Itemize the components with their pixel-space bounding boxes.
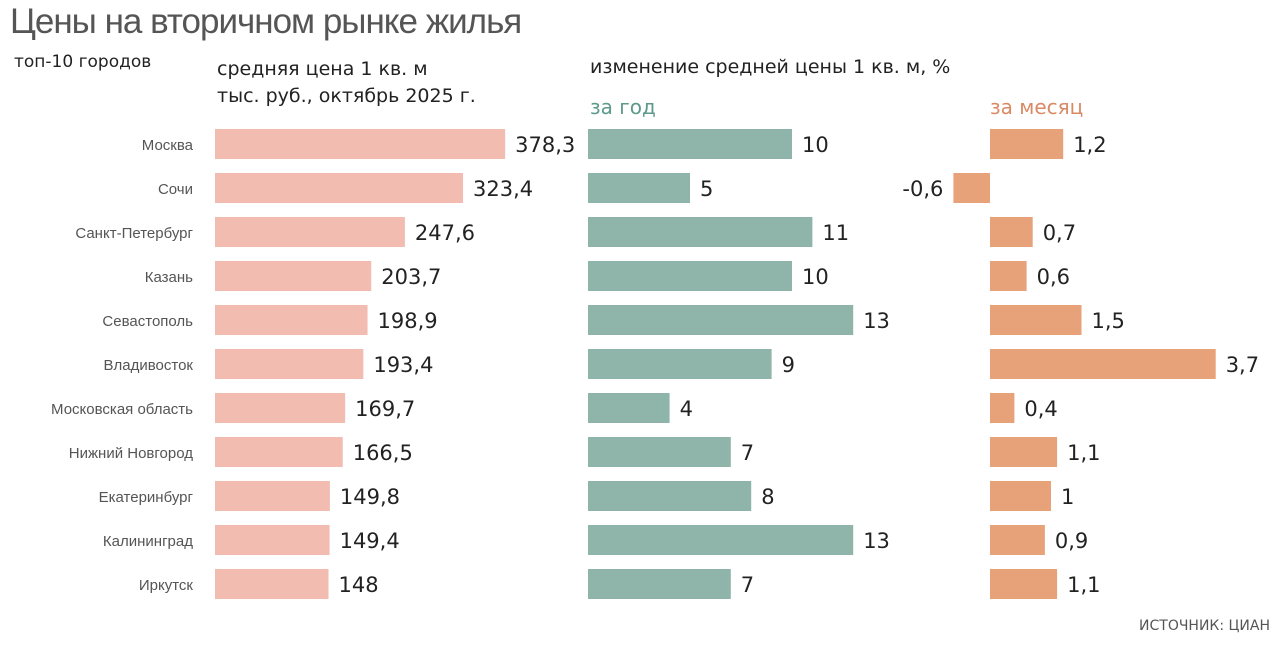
data-label: 1,2	[1073, 133, 1106, 157]
chart-title: Цены на вторичном рынке жилья	[10, 2, 522, 41]
bar	[990, 569, 1058, 599]
change-header: изменение средней цены 1 кв. м, %	[590, 56, 951, 78]
category-label: Москва	[142, 137, 194, 154]
bar	[588, 305, 854, 335]
bar	[588, 129, 792, 159]
bar	[215, 525, 330, 555]
bar	[588, 261, 792, 291]
bar	[990, 305, 1082, 335]
data-label: 1,1	[1067, 441, 1100, 465]
bar	[215, 569, 329, 599]
data-label: 9	[782, 353, 795, 377]
bar	[990, 261, 1027, 291]
data-label: 323,4	[473, 177, 533, 201]
bar	[990, 217, 1033, 247]
bar	[588, 481, 752, 511]
bar	[215, 305, 368, 335]
bar	[588, 393, 670, 423]
category-label: Нижний Новгород	[69, 445, 193, 462]
bar	[588, 217, 813, 247]
bar	[990, 437, 1058, 467]
bar	[588, 437, 731, 467]
bar	[215, 217, 405, 247]
data-label: 203,7	[381, 265, 441, 289]
category-label: Севастополь	[102, 313, 193, 330]
category-label: Владивосток	[104, 357, 194, 374]
category-label: Сочи	[158, 181, 193, 198]
month-header: за месяц	[990, 95, 1084, 119]
category-label: Казань	[145, 269, 193, 286]
data-label: 0,6	[1037, 265, 1070, 289]
bar	[953, 173, 990, 203]
data-label: -0,6	[902, 177, 943, 201]
year-header: за год	[590, 95, 656, 119]
data-label: 149,4	[340, 529, 400, 553]
data-label: 1,5	[1092, 309, 1125, 333]
data-label: 166,5	[353, 441, 413, 465]
data-label: 0,4	[1024, 397, 1057, 421]
bar	[588, 569, 731, 599]
data-label: 1	[1061, 485, 1074, 509]
bar	[215, 129, 506, 159]
bar	[990, 129, 1064, 159]
bar	[990, 393, 1015, 423]
bar	[215, 481, 330, 511]
data-label: 169,7	[355, 397, 415, 421]
data-label: 378,3	[515, 133, 575, 157]
data-label: 247,6	[415, 221, 475, 245]
bar	[588, 349, 772, 379]
data-label: 148	[339, 573, 379, 597]
data-label: 11	[822, 221, 849, 245]
price-header-line2: тыс. руб., октябрь 2025 г.	[217, 85, 476, 107]
data-label: 0,9	[1055, 529, 1088, 553]
bar	[588, 525, 854, 555]
bar	[990, 481, 1051, 511]
bar	[215, 393, 346, 423]
bar	[215, 261, 372, 291]
category-label: Калининград	[103, 533, 193, 550]
price-header-line1: средняя цена 1 кв. м	[217, 58, 428, 80]
data-label: 13	[863, 309, 890, 333]
price-header: средняя цена 1 кв. м тыс. руб., октябрь 2…	[217, 56, 476, 110]
data-label: 1,1	[1067, 573, 1100, 597]
bar	[215, 173, 464, 203]
data-label: 3,7	[1226, 353, 1259, 377]
data-label: 5	[700, 177, 713, 201]
data-label: 13	[863, 529, 890, 553]
source-note: ИСТОЧНИК: ЦИАН	[1139, 618, 1270, 634]
category-label: Иркутск	[139, 577, 194, 594]
data-label: 149,8	[340, 485, 400, 509]
data-label: 7	[741, 573, 754, 597]
data-label: 0,7	[1043, 221, 1076, 245]
data-label: 8	[761, 485, 774, 509]
bar	[215, 349, 364, 379]
category-label: Санкт-Петербург	[75, 225, 193, 242]
chart-subtitle: топ-10 городов	[14, 52, 152, 72]
bar	[215, 437, 343, 467]
data-label: 198,9	[378, 309, 438, 333]
data-label: 10	[802, 265, 829, 289]
data-label: 10	[802, 133, 829, 157]
bar	[588, 173, 690, 203]
data-label: 193,4	[373, 353, 433, 377]
data-label: 7	[741, 441, 754, 465]
category-label: Екатеринбург	[99, 489, 194, 506]
bar	[990, 525, 1045, 555]
bar	[990, 349, 1216, 379]
data-label: 4	[680, 397, 693, 421]
category-label: Московская область	[51, 401, 193, 418]
